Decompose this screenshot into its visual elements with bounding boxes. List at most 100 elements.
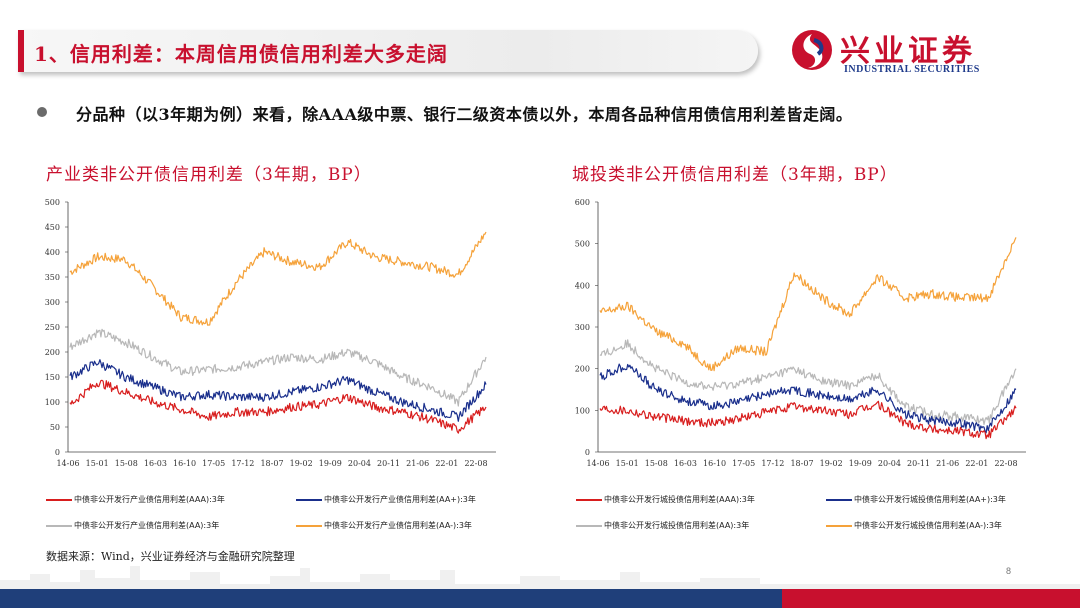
x-tick-label: 22-01 bbox=[965, 459, 988, 468]
x-tick-label: 17-12 bbox=[761, 459, 784, 468]
legend-swatch bbox=[826, 524, 852, 527]
legend-item: 中债非公开发行产业债信用利差(AA+):3年 bbox=[296, 494, 476, 505]
y-tick-label: 400 bbox=[45, 248, 60, 257]
y-tick-label: 250 bbox=[45, 323, 60, 332]
series-line bbox=[69, 379, 487, 434]
legend-label: 中债非公开发行城投债信用利差(AAA):3年 bbox=[604, 495, 755, 504]
legend-label: 中债非公开发行产业债信用利差(AAA):3年 bbox=[74, 495, 225, 504]
footer-bar-blue bbox=[0, 589, 782, 608]
legend-swatch bbox=[826, 498, 852, 501]
legend-swatch bbox=[46, 524, 72, 527]
y-tick-label: 150 bbox=[45, 373, 60, 382]
x-tick-label: 19-02 bbox=[290, 459, 313, 468]
summary-text: 分品种（以3年期为例）来看，除AAA级中票、银行二级资本债以外，本周各品种信用债… bbox=[76, 105, 853, 124]
series-line bbox=[599, 363, 1017, 434]
series-line bbox=[599, 339, 1017, 426]
legend-swatch bbox=[46, 498, 72, 501]
series-line bbox=[69, 359, 487, 422]
legend-item: 中债非公开发行城投债信用利差(AA+):3年 bbox=[826, 494, 1006, 505]
x-tick-label: 19-09 bbox=[849, 459, 872, 468]
legend-label: 中债非公开发行产业债信用利差(AA+):3年 bbox=[324, 495, 476, 504]
chart-title-industrial: 产业类非公开债信用利差（3年期，BP） bbox=[46, 165, 372, 185]
chart-industrial-spread: 0 50 100 150 200 250 300 350 400 450 500 14-06 15-01… bbox=[45, 198, 496, 468]
x-tick-label: 14-06 bbox=[586, 459, 609, 468]
x-tick-label: 18-07 bbox=[260, 459, 283, 468]
company-logo: 兴业证券 INDUSTRIAL SECURITIES bbox=[790, 26, 1010, 78]
x-tick-label: 19-02 bbox=[820, 459, 843, 468]
legend-item: 中债非公开发行城投债信用利差(AA-):3年 bbox=[826, 520, 1002, 531]
series-line bbox=[599, 237, 1017, 372]
x-tick-label: 20-04 bbox=[348, 459, 371, 468]
x-tick-label: 22-01 bbox=[435, 459, 458, 468]
x-tick-label: 20-11 bbox=[377, 459, 400, 468]
legend-label: 中债非公开发行产业债信用利差(AA):3年 bbox=[74, 521, 220, 530]
y-tick-label: 500 bbox=[575, 240, 590, 249]
y-tick-label: 0 bbox=[55, 448, 60, 457]
x-tick-label: 17-12 bbox=[231, 459, 254, 468]
x-tick-label: 19-09 bbox=[319, 459, 342, 468]
series-line bbox=[69, 328, 487, 407]
x-tick-label: 22-08 bbox=[464, 459, 487, 468]
skyline-decoration bbox=[0, 566, 1080, 589]
footer-bar-red bbox=[782, 589, 1080, 608]
legend-label: 中债非公开发行城投债信用利差(AA+):3年 bbox=[854, 495, 1006, 504]
legend-swatch bbox=[576, 524, 602, 527]
x-tick-label: 15-08 bbox=[645, 459, 668, 468]
title-bar: 1、信用利差：本周信用债信用利差大多走阔 bbox=[18, 30, 758, 72]
x-tick-label: 18-07 bbox=[790, 459, 813, 468]
y-tick-label: 200 bbox=[575, 365, 590, 374]
y-tick-label: 100 bbox=[45, 398, 60, 407]
legend-swatch bbox=[296, 498, 322, 501]
x-tick-label: 16-03 bbox=[144, 459, 167, 468]
x-tick-label: 21-06 bbox=[936, 459, 959, 468]
y-tick-label: 50 bbox=[50, 423, 60, 432]
series-line bbox=[599, 400, 1017, 440]
logo-chinese-name: 兴业证券 bbox=[840, 34, 976, 69]
legend-item: 中债非公开发行产业债信用利差(AA):3年 bbox=[46, 520, 219, 531]
x-tick-label: 17-05 bbox=[732, 459, 755, 468]
x-tick-label: 22-08 bbox=[994, 459, 1017, 468]
data-source-note: 数据来源：Wind，兴业证券经济与金融研究院整理 bbox=[46, 550, 295, 563]
legend-swatch bbox=[576, 498, 602, 501]
y-tick-label: 350 bbox=[45, 273, 60, 282]
x-tick-label: 20-11 bbox=[907, 459, 930, 468]
legend-label: 中债非公开发行城投债信用利差(AA-):3年 bbox=[854, 521, 1002, 530]
y-tick-label: 300 bbox=[45, 298, 60, 307]
y-tick-label: 200 bbox=[45, 348, 60, 357]
legend-label: 中债非公开发行产业债信用利差(AA-):3年 bbox=[324, 521, 472, 530]
y-tick-label: 400 bbox=[575, 281, 590, 290]
x-tick-label: 15-01 bbox=[616, 459, 639, 468]
x-tick-label: 21-06 bbox=[406, 459, 429, 468]
series-line bbox=[69, 231, 487, 326]
y-tick-label: 500 bbox=[45, 198, 60, 207]
legend-item: 中债非公开发行产业债信用利差(AAA):3年 bbox=[46, 494, 225, 505]
legend-item: 中债非公开发行城投债信用利差(AAA):3年 bbox=[576, 494, 755, 505]
x-tick-label: 17-05 bbox=[202, 459, 225, 468]
x-tick-label: 14-06 bbox=[56, 459, 79, 468]
title-accent-bar bbox=[18, 30, 24, 72]
y-tick-label: 450 bbox=[45, 223, 60, 232]
legend-chengtou: 中债非公开发行城投债信用利差(AAA):3年 中债非公开发行城投债信用利差(AA… bbox=[576, 494, 1056, 534]
chart-title-chengtou: 城投类非公开债信用利差（3年期，BP） bbox=[572, 165, 898, 185]
logo-english-name: INDUSTRIAL SECURITIES bbox=[844, 64, 980, 75]
x-tick-label: 20-04 bbox=[878, 459, 901, 468]
slide-title: 1、信用利差：本周信用债信用利差大多走阔 bbox=[34, 42, 448, 66]
x-tick-label: 15-01 bbox=[86, 459, 109, 468]
chart-chengtou-spread: 0 100 200 300 400 500 600 14-06 15-01 15-08 16-03 1… bbox=[575, 198, 1026, 468]
legend-item: 中债非公开发行产业债信用利差(AA-):3年 bbox=[296, 520, 472, 531]
legend-swatch bbox=[296, 524, 322, 527]
y-tick-label: 100 bbox=[575, 406, 590, 415]
y-tick-label: 300 bbox=[575, 323, 590, 332]
logo-mark-icon bbox=[792, 30, 832, 70]
x-tick-label: 16-10 bbox=[173, 459, 196, 468]
x-tick-label: 16-10 bbox=[703, 459, 726, 468]
legend-item: 中债非公开发行城投债信用利差(AA):3年 bbox=[576, 520, 749, 531]
y-tick-label: 600 bbox=[575, 198, 590, 207]
legend-industrial: 中债非公开发行产业债信用利差(AAA):3年 中债非公开发行产业债信用利差(AA… bbox=[46, 494, 526, 534]
x-tick-label: 16-03 bbox=[674, 459, 697, 468]
y-tick-label: 0 bbox=[585, 448, 590, 457]
legend-label: 中债非公开发行城投债信用利差(AA):3年 bbox=[604, 521, 750, 530]
page-number: 8 bbox=[1006, 566, 1012, 576]
bullet-icon bbox=[37, 107, 47, 117]
x-tick-label: 15-08 bbox=[115, 459, 138, 468]
